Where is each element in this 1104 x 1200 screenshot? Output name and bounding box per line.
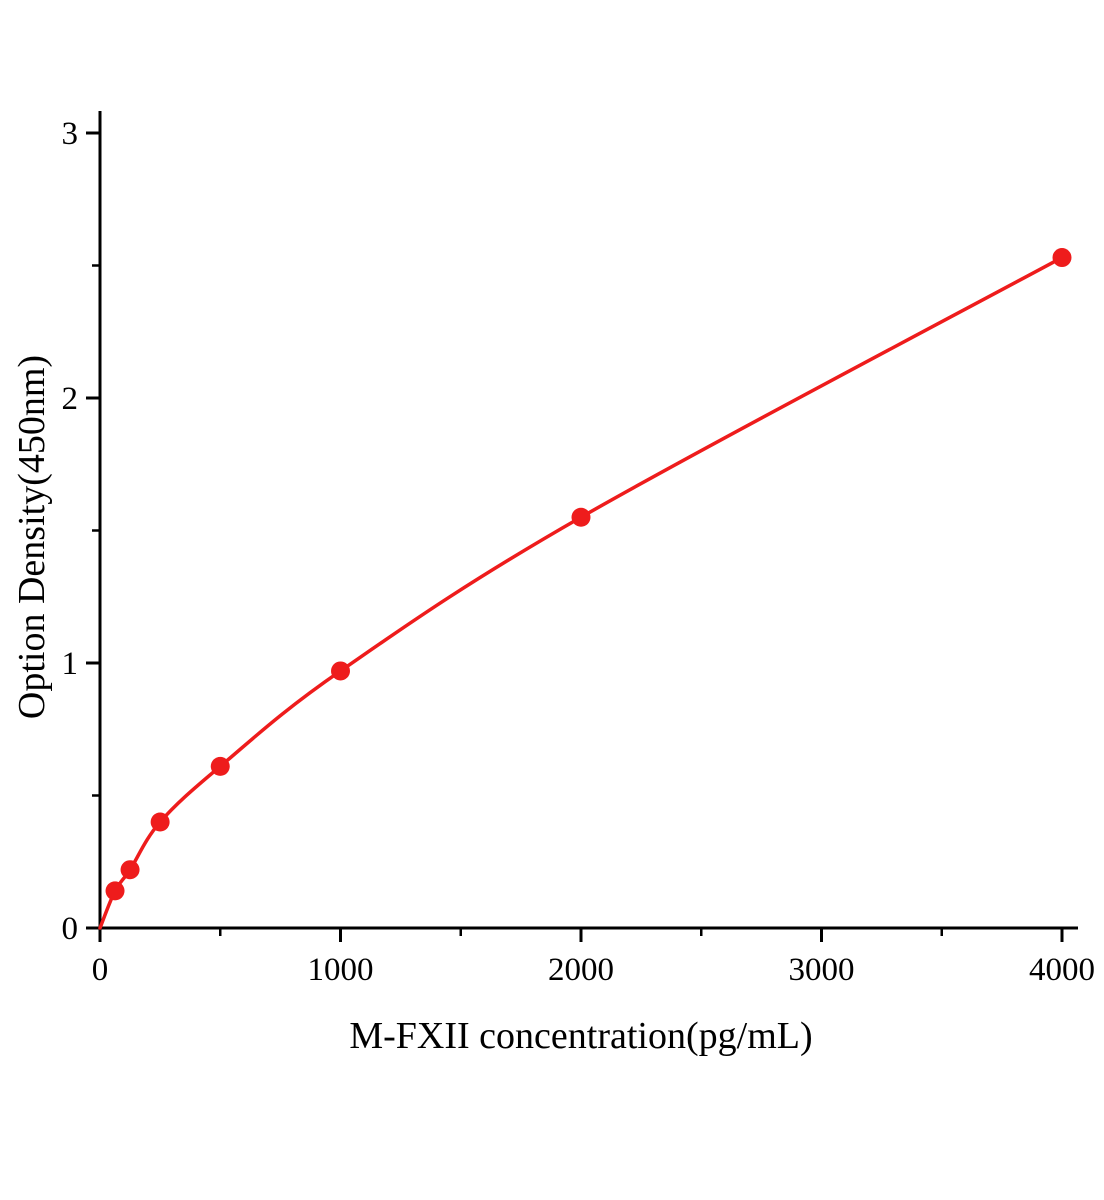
fit-curve (98, 255, 1064, 930)
data-point-marker (331, 661, 350, 681)
data-points (105, 248, 1072, 901)
data-point-marker (120, 860, 140, 880)
x-tick-label: 2000 (548, 952, 614, 988)
tick-marks (86, 131, 1064, 942)
data-point-marker (105, 881, 125, 901)
data-point-marker (1052, 248, 1072, 268)
y-tick-label: 0 (62, 911, 79, 947)
tick-labels: 0 1000 2000 3000 4000 0 1 2 3 (62, 116, 1096, 988)
data-point-marker (210, 756, 230, 776)
y-axis-title: Option Density(450nm) (11, 354, 53, 720)
x-tick-label: 3000 (789, 952, 855, 988)
x-tick-label: 0 (92, 952, 109, 988)
data-point-marker (571, 507, 591, 527)
x-tick-label: 4000 (1029, 952, 1095, 988)
x-tick-label: 1000 (308, 952, 374, 988)
y-tick-label: 1 (62, 646, 79, 682)
y-tick-label: 3 (62, 116, 79, 152)
axes (98, 111, 1078, 930)
x-axis-title: M-FXII concentration(pg/mL) (349, 1015, 813, 1057)
y-tick-label: 2 (62, 381, 79, 417)
data-point-marker (150, 812, 170, 832)
